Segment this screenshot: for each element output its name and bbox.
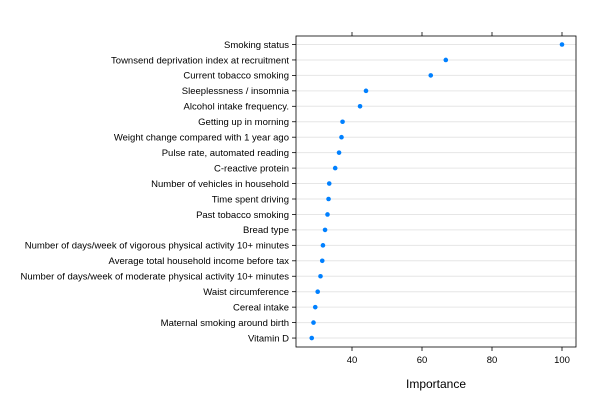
importance-point	[340, 119, 345, 125]
importance-point	[319, 258, 325, 264]
importance-point	[443, 57, 449, 63]
importance-point	[336, 150, 342, 155]
category-label: Number of vehicles in household	[151, 179, 289, 190]
importance-point	[339, 134, 344, 140]
category-label: Number of days/week of vigorous physical…	[25, 241, 290, 252]
category-label: Alcohol intake frequency.	[184, 102, 289, 113]
category-label: Current tobacco smoking	[183, 71, 289, 82]
importance-point	[357, 104, 363, 109]
importance-point	[320, 243, 326, 248]
importance-point	[325, 212, 330, 217]
category-label: Smoking status	[224, 40, 289, 51]
category-label: Weight change compared with 1 year ago	[114, 133, 289, 144]
importance-point	[428, 73, 434, 78]
importance-points	[309, 42, 565, 341]
importance-point	[309, 335, 315, 341]
importance-point	[559, 42, 565, 47]
importance-point	[322, 227, 328, 233]
category-label: Number of days/week of moderate physical…	[20, 272, 289, 283]
category-labels: Smoking status Townsend deprivation index…	[20, 40, 296, 344]
importance-point	[332, 165, 338, 171]
category-label: Vitamin D	[248, 333, 289, 344]
category-label: Pulse rate, automated reading	[162, 148, 289, 159]
importance-point	[312, 304, 318, 310]
category-label: Waist circumference	[203, 287, 289, 298]
x-axis-title: Importance	[406, 377, 466, 391]
x-tick-label: 40	[347, 355, 358, 366]
category-label: Sleeplessness / insomnia	[182, 86, 290, 97]
x-axis: 40 60 80 100	[347, 32, 570, 366]
category-label: Maternal smoking around birth	[161, 318, 289, 329]
importance-point	[326, 196, 331, 202]
x-tick-label: 100	[554, 355, 570, 366]
importance-point	[318, 273, 323, 279]
importance-point	[311, 320, 316, 325]
importance-point	[326, 181, 332, 186]
category-label: Getting up in morning	[198, 117, 289, 128]
category-label: Bread type	[243, 225, 289, 236]
importance-point	[363, 88, 369, 94]
row-gridlines	[296, 44, 576, 339]
category-label: Average total household income before ta…	[109, 256, 290, 267]
x-tick-label: 60	[417, 355, 428, 366]
category-label: Past tobacco smoking	[196, 210, 289, 221]
category-label: Cereal intake	[233, 302, 289, 313]
category-label: Townsend deprivation index at recruitmen…	[111, 55, 289, 66]
x-tick-label: 80	[487, 355, 498, 366]
importance-point	[315, 289, 321, 295]
category-label: C-reactive protein	[214, 163, 289, 174]
category-label: Time spent driving	[212, 194, 289, 205]
plot-frame	[295, 35, 577, 348]
